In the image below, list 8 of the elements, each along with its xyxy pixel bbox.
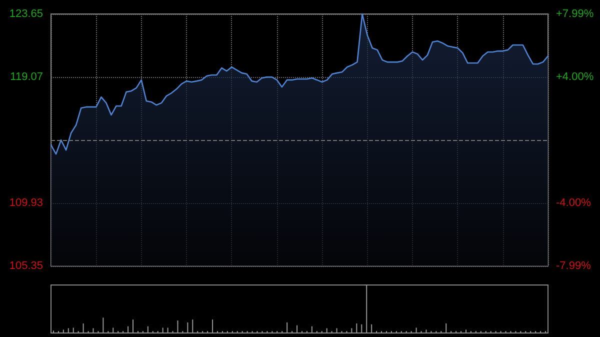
y2-tick-label: +4.00% [556, 70, 594, 83]
y-tick-label: 119.07 [10, 71, 43, 84]
y-tick-label: 109.93 [9, 196, 43, 209]
y-tick-label: 123.65 [9, 8, 43, 20]
y2-tick-label: -4.00% [556, 197, 592, 210]
y-tick-label: 105.35 [9, 260, 43, 272]
y2-tick-label: -7.99% [556, 260, 592, 272]
y2-tick-label: +7.99% [556, 8, 594, 20]
